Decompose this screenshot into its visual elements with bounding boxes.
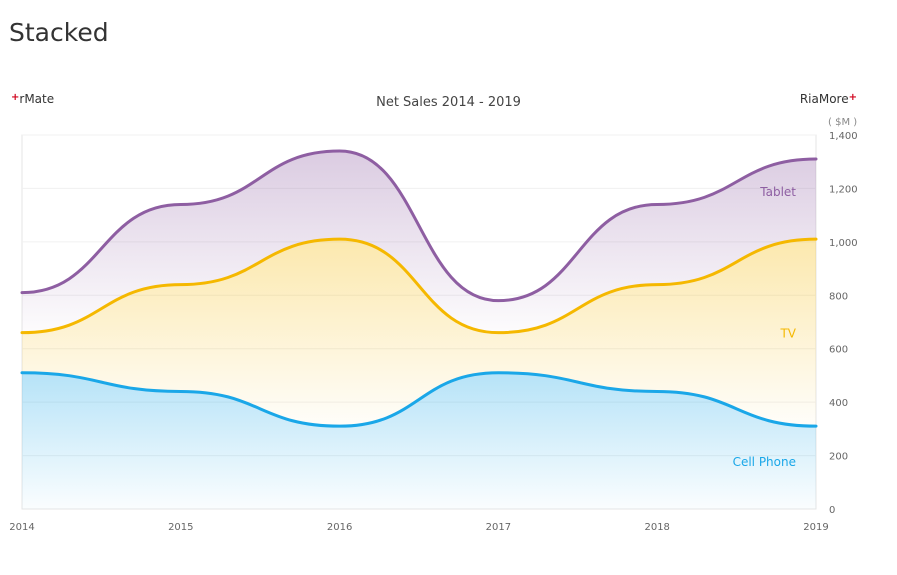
brand-name-right: RiaMore bbox=[799, 92, 849, 106]
brand-name-left: rMate bbox=[19, 92, 55, 106]
x-tick-label: 2016 bbox=[327, 522, 352, 533]
series-label-cell-phone: Cell Phone bbox=[733, 455, 796, 469]
series-area-cell-phone bbox=[22, 372, 816, 509]
y-tick-label: 400 bbox=[829, 398, 848, 409]
series-area-tablet bbox=[22, 151, 816, 333]
brand-logo-left: +rMate bbox=[11, 92, 54, 106]
y-tick-label: 800 bbox=[829, 291, 848, 302]
chart-title: Net Sales 2014 - 2019 bbox=[376, 95, 521, 110]
brand-plus-icon: + bbox=[11, 92, 20, 103]
series-areas bbox=[22, 151, 816, 509]
x-tick-label: 2017 bbox=[486, 522, 511, 533]
series-label-tablet: Tablet bbox=[759, 185, 796, 199]
series-area-tv bbox=[22, 239, 816, 427]
y-tick-label: 600 bbox=[829, 345, 848, 356]
y-tick-label: 1,400 bbox=[829, 131, 858, 142]
y-axis-unit: ( $M ) bbox=[828, 117, 857, 128]
page-title: Stacked bbox=[9, 18, 109, 47]
series-line-cell-phone bbox=[20, 371, 818, 428]
axes: 0 200 400 600 800 1,000 1,200 1,400 ( $M ) 2014 20… bbox=[9, 117, 857, 533]
series-label-tv: TV bbox=[779, 327, 796, 341]
series-labels: Cell Phone TV Tablet bbox=[733, 185, 797, 469]
y-tick-label: 1,000 bbox=[829, 238, 858, 249]
brand-plus-icon: + bbox=[848, 92, 857, 103]
series-line-tablet bbox=[20, 149, 818, 303]
x-tick-label: 2018 bbox=[644, 522, 669, 533]
y-tick-label: 1,200 bbox=[829, 184, 858, 195]
x-tick-label: 2014 bbox=[9, 522, 34, 533]
series-line-tv bbox=[20, 237, 818, 335]
series-lines bbox=[20, 149, 818, 428]
x-tick-label: 2015 bbox=[168, 522, 193, 533]
brand-logo-right: RiaMore+ bbox=[800, 92, 857, 106]
x-tick-label: 2019 bbox=[803, 522, 828, 533]
y-tick-label: 200 bbox=[829, 452, 848, 463]
y-tick-label: 0 bbox=[829, 505, 835, 516]
